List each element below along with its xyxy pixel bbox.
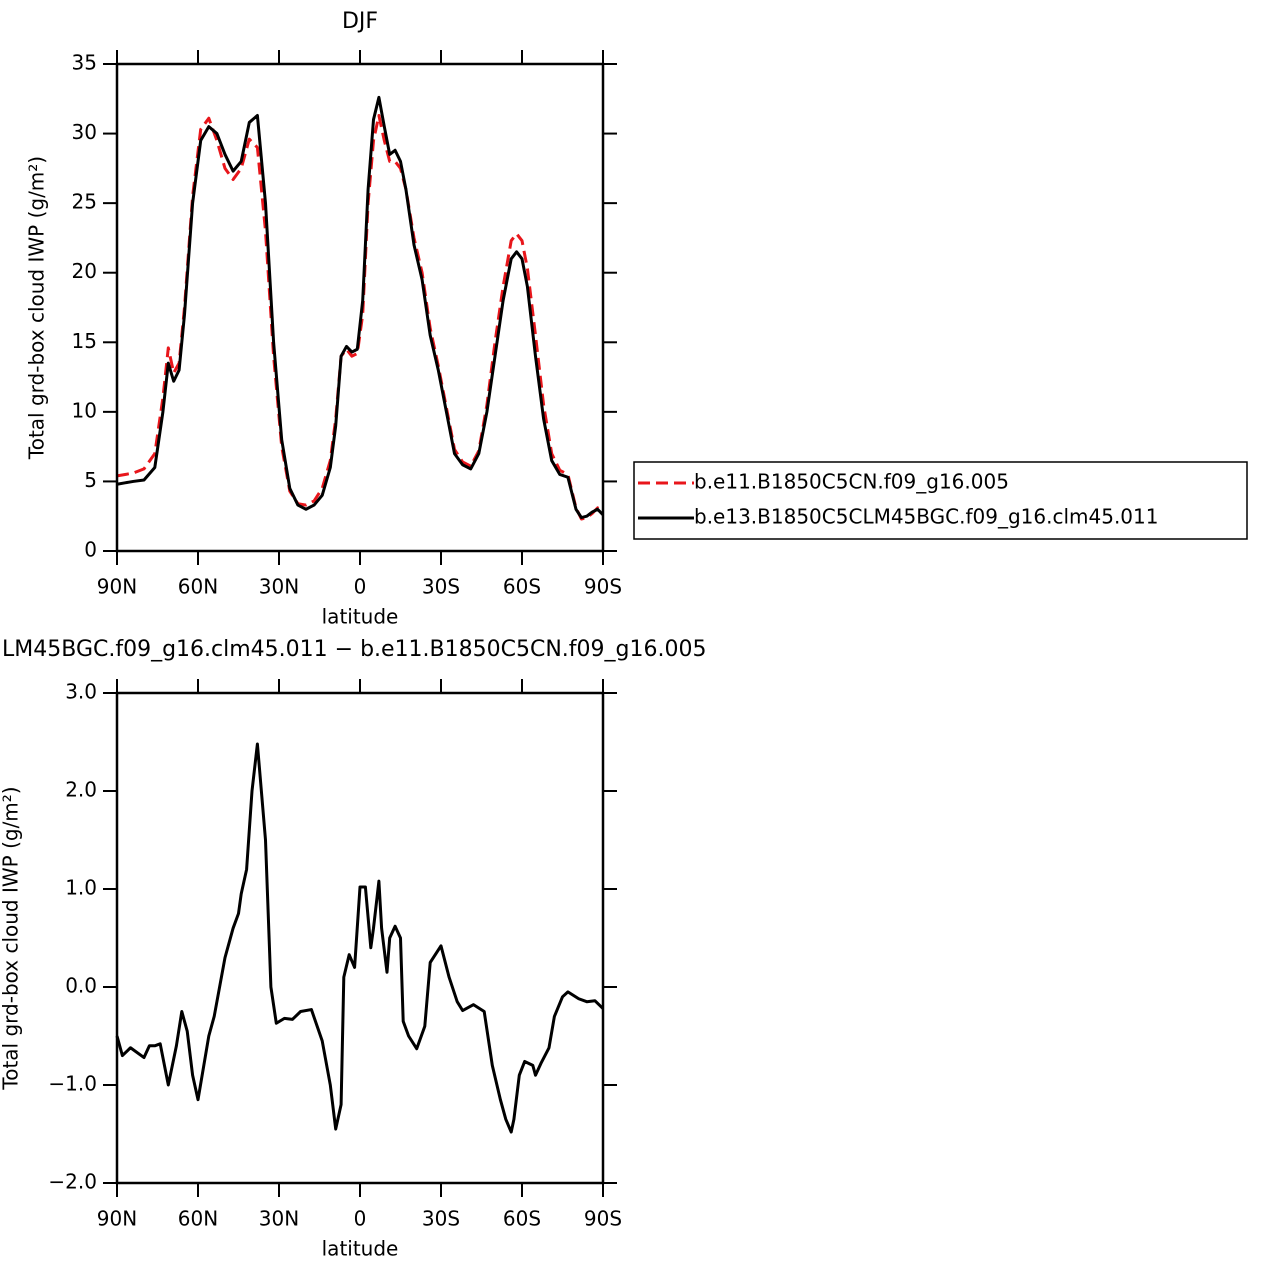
x-tick-label: 90S [584,1207,622,1231]
y-axis-label: Total grd-box cloud IWP (g/m²) [0,786,23,1090]
x-tick-label: 30N [259,1207,299,1231]
y-tick-label: 1.0 [65,876,97,900]
y-tick-label: 25 [72,190,97,214]
x-tick-label: 90N [97,1207,137,1231]
legend-label: b.e11.B1850C5CN.f09_g16.005 [694,470,1009,494]
chart-title: LM45BGC.f09_g16.clm45.011 − b.e11.B1850C… [2,637,706,662]
chart-title: DJF [342,9,378,34]
y-tick-label: 20 [72,259,97,283]
y-tick-label: 35 [72,51,97,75]
legend-label: b.e13.B1850C5CLM45BGC.f09_g16.clm45.011 [694,505,1158,529]
y-tick-label: 15 [72,329,97,353]
x-tick-label: 0 [354,1207,367,1231]
y-tick-label: 5 [84,468,97,492]
y-tick-label: −1.0 [48,1072,97,1096]
x-tick-label: 60S [503,1207,541,1231]
plot-frame [115,691,605,1185]
y-axis-label: Total grd-box cloud IWP (g/m²) [25,156,49,460]
y-tick-label: 10 [72,398,97,422]
x-tick-label: 0 [354,575,367,599]
legend-box [633,461,1248,540]
plot-frame [115,62,605,553]
y-tick-label: 2.0 [65,778,97,802]
x-tick-label: 30S [422,1207,460,1231]
x-axis-label: latitude [322,1237,399,1261]
y-tick-label: −2.0 [48,1170,97,1194]
y-tick-label: 0.0 [65,974,97,998]
x-tick-label: 30N [259,575,299,599]
x-tick-label: 60N [178,1207,218,1231]
y-tick-label: 3.0 [65,680,97,704]
data-line [115,742,605,1134]
x-tick-label: 60N [178,575,218,599]
x-tick-label: 30S [422,575,460,599]
y-tick-label: 30 [72,120,97,144]
x-tick-label: 60S [503,575,541,599]
y-tick-label: 0 [84,538,97,562]
x-tick-label: 90S [584,575,622,599]
x-axis-label: latitude [322,605,399,629]
data-line [116,95,605,520]
x-tick-label: 90N [97,575,137,599]
